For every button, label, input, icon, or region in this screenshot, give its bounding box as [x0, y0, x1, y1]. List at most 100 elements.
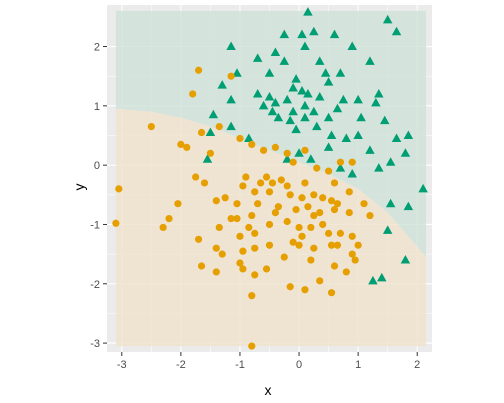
- point-circle: [354, 241, 362, 249]
- point-triangle: [326, 130, 337, 139]
- point-triangle: [312, 121, 322, 131]
- point-triangle: [356, 112, 366, 122]
- point-circle: [307, 223, 315, 232]
- point-circle: [259, 146, 268, 154]
- point-circle: [197, 128, 206, 137]
- point-circle: [313, 164, 321, 172]
- point-circle: [366, 211, 374, 220]
- point-circle: [271, 143, 280, 151]
- point-triangle: [226, 121, 236, 131]
- point-circle: [301, 179, 309, 187]
- point-triangle: [382, 225, 393, 234]
- point-circle: [200, 179, 209, 187]
- point-triangle: [294, 148, 304, 157]
- point-circle: [348, 158, 356, 166]
- y-tick-label: -3: [90, 338, 100, 350]
- point-circle: [316, 277, 324, 285]
- point-circle: [319, 220, 327, 229]
- point-circle: [324, 229, 333, 237]
- point-triangle: [285, 115, 295, 125]
- point-circle: [301, 286, 309, 294]
- point-circle: [147, 122, 155, 131]
- y-tick-label: 1: [94, 101, 100, 113]
- point-circle: [221, 194, 229, 202]
- point-triangle: [400, 148, 411, 157]
- point-circle: [194, 235, 203, 243]
- point-triangle: [303, 88, 313, 98]
- point-triangle: [282, 154, 292, 163]
- point-circle: [192, 173, 200, 181]
- point-circle: [342, 268, 350, 276]
- point-triangle: [291, 124, 301, 134]
- y-axis-title: y: [71, 184, 87, 191]
- point-triangle: [377, 272, 387, 282]
- point-circle: [212, 244, 220, 252]
- point-circle: [262, 173, 271, 181]
- point-circle: [212, 197, 220, 205]
- point-circle: [348, 250, 356, 258]
- point-circle: [177, 140, 185, 148]
- point-triangle: [335, 163, 346, 172]
- x-tick-label: 2: [414, 359, 420, 371]
- point-circle: [236, 259, 244, 267]
- point-triangle: [303, 7, 313, 16]
- point-circle: [265, 241, 274, 249]
- data-points: [112, 7, 428, 350]
- point-circle: [345, 209, 353, 217]
- point-triangle: [418, 183, 428, 193]
- point-circle: [257, 179, 265, 187]
- point-triangle: [314, 91, 325, 101]
- point-circle: [327, 241, 336, 249]
- point-triangle: [353, 130, 363, 139]
- point-circle: [295, 223, 303, 232]
- point-circle: [333, 200, 342, 208]
- point-circle: [283, 149, 291, 157]
- point-triangle: [282, 94, 292, 104]
- point-triangle: [314, 56, 325, 65]
- point-circle: [212, 268, 220, 276]
- point-circle: [227, 214, 235, 223]
- point-circle: [248, 292, 256, 300]
- point-triangle: [385, 157, 396, 166]
- point-circle: [251, 244, 259, 252]
- decision-regions: [115, 10, 427, 347]
- point-circle: [289, 238, 297, 246]
- y-tick-label: 0: [94, 160, 100, 172]
- point-triangle: [323, 112, 334, 122]
- point-circle: [239, 265, 247, 273]
- point-circle: [360, 200, 368, 208]
- point-circle: [289, 158, 297, 166]
- point-triangle: [300, 112, 310, 122]
- point-circle: [330, 206, 339, 214]
- point-circle: [327, 197, 336, 205]
- point-triangle: [267, 106, 278, 116]
- point-circle: [283, 217, 291, 226]
- point-circle: [112, 219, 120, 227]
- point-triangle: [385, 198, 396, 208]
- point-circle: [292, 206, 300, 214]
- point-circle: [277, 176, 285, 184]
- x-tick-label: -2: [176, 359, 186, 371]
- point-circle: [301, 146, 309, 154]
- point-triangle: [309, 106, 319, 116]
- point-circle: [283, 182, 291, 190]
- point-circle: [298, 232, 306, 240]
- point-circle: [248, 342, 256, 350]
- point-triangle: [279, 29, 290, 39]
- point-circle: [265, 220, 274, 229]
- point-circle: [310, 244, 318, 252]
- point-circle: [215, 223, 223, 232]
- point-circle: [233, 200, 241, 208]
- y-tick-label: -1: [90, 219, 100, 231]
- point-circle: [183, 143, 191, 151]
- point-triangle: [300, 41, 310, 51]
- point-circle: [271, 209, 280, 217]
- point-circle: [298, 194, 306, 202]
- point-circle: [307, 256, 315, 264]
- point-circle: [274, 203, 282, 211]
- point-triangle: [252, 53, 263, 62]
- point-circle: [280, 253, 288, 261]
- point-triangle: [232, 68, 242, 77]
- point-circle: [174, 200, 182, 208]
- point-triangle: [341, 133, 352, 142]
